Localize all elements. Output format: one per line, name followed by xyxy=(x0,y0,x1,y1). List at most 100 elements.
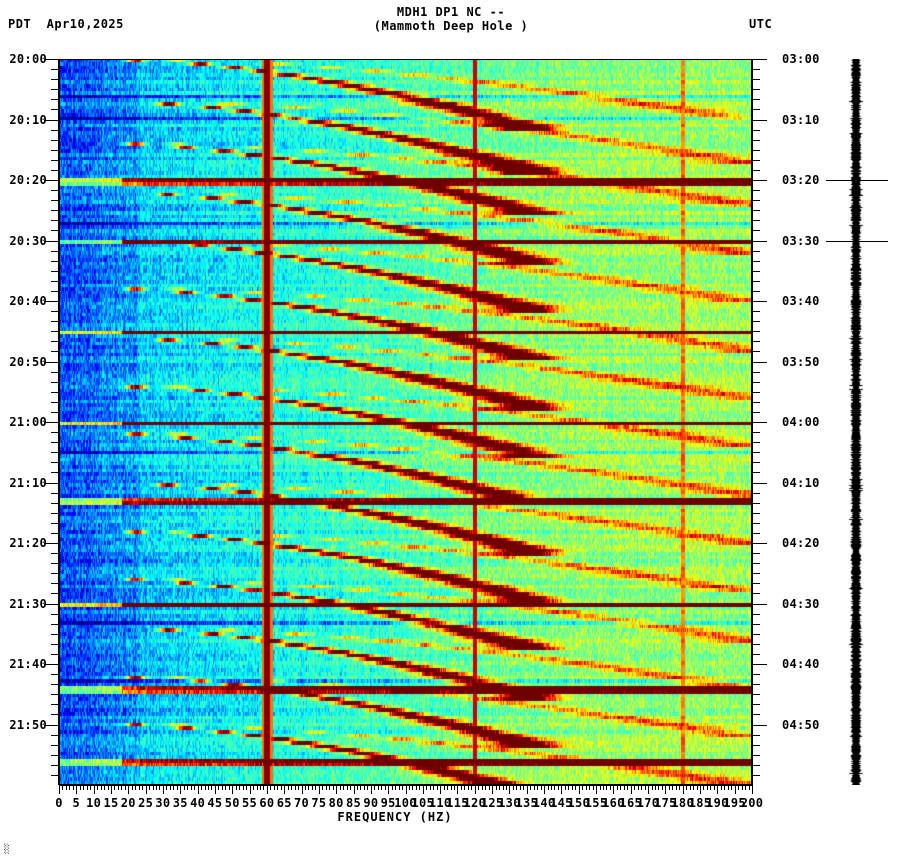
left-axis-minor-tick xyxy=(51,522,59,524)
left-axis-major-tick xyxy=(44,301,59,302)
frequency-axis-minor-tick xyxy=(287,785,289,790)
frequency-axis-minor-tick xyxy=(592,785,594,790)
frequency-axis-minor-tick xyxy=(62,785,64,790)
frequency-axis-label: 135 xyxy=(515,796,539,810)
right-axis-label: 04:20 xyxy=(782,536,820,550)
frequency-axis-minor-tick xyxy=(672,785,674,790)
left-axis-minor-tick xyxy=(51,351,59,353)
left-axis-minor-tick xyxy=(51,472,59,474)
frequency-axis-minor-tick xyxy=(419,785,421,790)
frequency-axis-minor-tick xyxy=(589,785,591,790)
frequency-axis-minor-tick xyxy=(713,785,715,790)
frequency-axis-minor-tick xyxy=(606,785,608,790)
frequency-axis-minor-tick xyxy=(634,785,636,790)
frequency-axis-tick xyxy=(700,785,702,794)
right-axis-minor-tick xyxy=(752,613,760,615)
right-axis-minor-tick xyxy=(752,714,760,716)
frequency-axis-tick xyxy=(284,785,286,794)
right-axis-minor-tick xyxy=(752,69,760,71)
frequency-axis-minor-tick xyxy=(689,785,691,790)
left-axis-major-tick xyxy=(44,543,59,544)
left-axis-minor-tick xyxy=(51,704,59,706)
left-time-axis: 20:00 20:10 20:20 20:30 20:40 20:50 21:00 21:10… xyxy=(0,0,59,864)
frequency-axis-minor-tick xyxy=(603,785,604,790)
frequency-axis-label: 175 xyxy=(654,796,677,810)
frequency-axis-minor-tick xyxy=(311,785,313,790)
left-axis-minor-tick xyxy=(51,633,59,635)
amplitude-trace xyxy=(845,59,867,785)
spectrogram-plot[interactable] xyxy=(59,59,752,785)
spectrogram-canvas[interactable] xyxy=(59,59,752,785)
frequency-axis-tick xyxy=(630,785,632,794)
frequency-axis-minor-tick xyxy=(668,785,670,790)
frequency-axis-minor-tick xyxy=(460,785,462,790)
frequency-axis-minor-tick xyxy=(551,785,553,790)
right-axis-minor-tick xyxy=(752,502,760,504)
frequency-axis-minor-tick xyxy=(207,785,209,790)
right-axis-minor-tick xyxy=(752,190,760,192)
left-axis-minor-tick xyxy=(51,442,59,444)
frequency-axis-minor-tick xyxy=(415,785,417,790)
left-axis-label: 21:00 xyxy=(9,415,47,429)
left-axis-minor-tick xyxy=(51,462,59,464)
right-axis-minor-tick xyxy=(752,331,760,333)
frequency-axis-tick xyxy=(405,785,407,794)
frequency-axis-minor-tick xyxy=(537,785,539,790)
right-time-axis: 03:00 03:10 03:20 03:30 03:40 03:50 04:00 04:10… xyxy=(752,0,852,864)
frequency-axis-tick xyxy=(388,785,390,794)
left-axis-major-tick xyxy=(44,664,59,665)
right-axis-label: 04:40 xyxy=(782,657,820,671)
left-axis-minor-tick xyxy=(51,643,59,645)
frequency-axis-minor-tick xyxy=(72,785,74,790)
frequency-axis-minor-tick xyxy=(523,785,525,790)
right-axis-minor-tick xyxy=(752,522,760,524)
right-axis-minor-tick xyxy=(752,169,760,171)
frequency-axis-minor-tick xyxy=(377,785,379,790)
right-axis-minor-tick xyxy=(752,623,760,625)
right-axis-minor-tick xyxy=(752,159,760,161)
frequency-axis-minor-tick xyxy=(291,785,293,790)
frequency-axis-label: 100 xyxy=(394,796,417,810)
right-axis-minor-tick xyxy=(752,704,760,706)
frequency-axis-minor-tick xyxy=(332,785,334,790)
left-axis-minor-tick xyxy=(51,714,59,716)
right-axis-minor-tick xyxy=(752,321,760,323)
corner-mark: ░ xyxy=(4,845,10,855)
frequency-axis-minor-tick xyxy=(568,785,570,790)
frequency-axis-label: 110 xyxy=(428,796,452,810)
frequency-axis-label: 0 xyxy=(55,796,63,810)
frequency-axis-minor-tick xyxy=(696,785,698,790)
frequency-axis-minor-tick xyxy=(305,785,306,790)
frequency-axis-tick xyxy=(613,785,615,794)
frequency-axis-minor-tick xyxy=(239,785,241,790)
left-axis-minor-tick xyxy=(51,381,59,383)
frequency-axis-label: 185 xyxy=(688,796,712,810)
frequency-axis-label: 195 xyxy=(723,796,746,810)
right-axis-major-tick xyxy=(752,724,767,726)
frequency-axis-minor-tick xyxy=(350,785,352,790)
frequency-axis-minor-tick xyxy=(246,785,248,790)
left-axis-label: 20:50 xyxy=(9,354,47,369)
left-axis-minor-tick xyxy=(51,401,59,403)
frequency-axis-minor-tick xyxy=(97,785,99,790)
frequency-axis-tick xyxy=(457,785,459,794)
left-axis-minor-tick xyxy=(51,573,59,575)
frequency-axis-label: 20 xyxy=(120,796,136,810)
right-axis-minor-tick xyxy=(752,432,760,434)
frequency-axis-minor-tick xyxy=(201,785,203,790)
right-axis-minor-tick xyxy=(752,684,760,686)
right-axis-major-tick xyxy=(752,59,767,60)
frequency-axis-label: 50 xyxy=(224,796,240,810)
left-axis-minor-tick xyxy=(51,593,59,595)
right-axis-major-tick xyxy=(752,664,767,665)
frequency-axis-tick xyxy=(214,785,216,794)
frequency-axis-tick xyxy=(128,785,130,794)
frequency-axis-minor-tick xyxy=(169,785,171,790)
frequency-axis-label: 25 xyxy=(138,796,154,810)
frequency-axis-minor-tick xyxy=(627,785,629,790)
frequency-axis-minor-tick xyxy=(117,785,119,790)
left-axis-minor-tick xyxy=(51,321,59,323)
left-axis-minor-tick xyxy=(51,99,59,101)
left-axis-minor-tick xyxy=(51,190,59,192)
frequency-axis-minor-tick xyxy=(530,785,532,790)
